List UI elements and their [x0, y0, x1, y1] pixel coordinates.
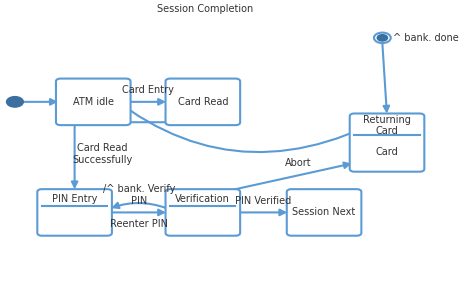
Text: Card Read
Successfully: Card Read Successfully — [73, 143, 133, 165]
FancyBboxPatch shape — [350, 113, 424, 172]
Text: Card: Card — [376, 147, 398, 157]
FancyBboxPatch shape — [37, 189, 112, 236]
Text: Reenter PIN: Reenter PIN — [109, 219, 168, 229]
Circle shape — [377, 35, 387, 41]
Text: Card Read: Card Read — [178, 97, 228, 107]
Text: Session Next: Session Next — [292, 207, 356, 217]
Text: Session Completion: Session Completion — [157, 4, 253, 14]
Text: Verification: Verification — [175, 194, 230, 204]
Text: PIN Entry: PIN Entry — [52, 194, 97, 204]
Text: PIN Verified: PIN Verified — [235, 196, 292, 206]
FancyBboxPatch shape — [56, 79, 130, 125]
Text: /^ bank. Verify
PIN: /^ bank. Verify PIN — [102, 184, 175, 206]
FancyBboxPatch shape — [287, 189, 361, 236]
Circle shape — [7, 97, 23, 107]
Text: ATM idle: ATM idle — [73, 97, 114, 107]
Text: Card Entry: Card Entry — [122, 85, 174, 95]
FancyBboxPatch shape — [165, 189, 240, 236]
FancyBboxPatch shape — [165, 79, 240, 125]
Text: Returning
Card: Returning Card — [363, 115, 411, 136]
Text: Abort: Abort — [285, 158, 312, 168]
Text: ^ bank. done: ^ bank. done — [392, 33, 458, 43]
Circle shape — [374, 33, 391, 43]
